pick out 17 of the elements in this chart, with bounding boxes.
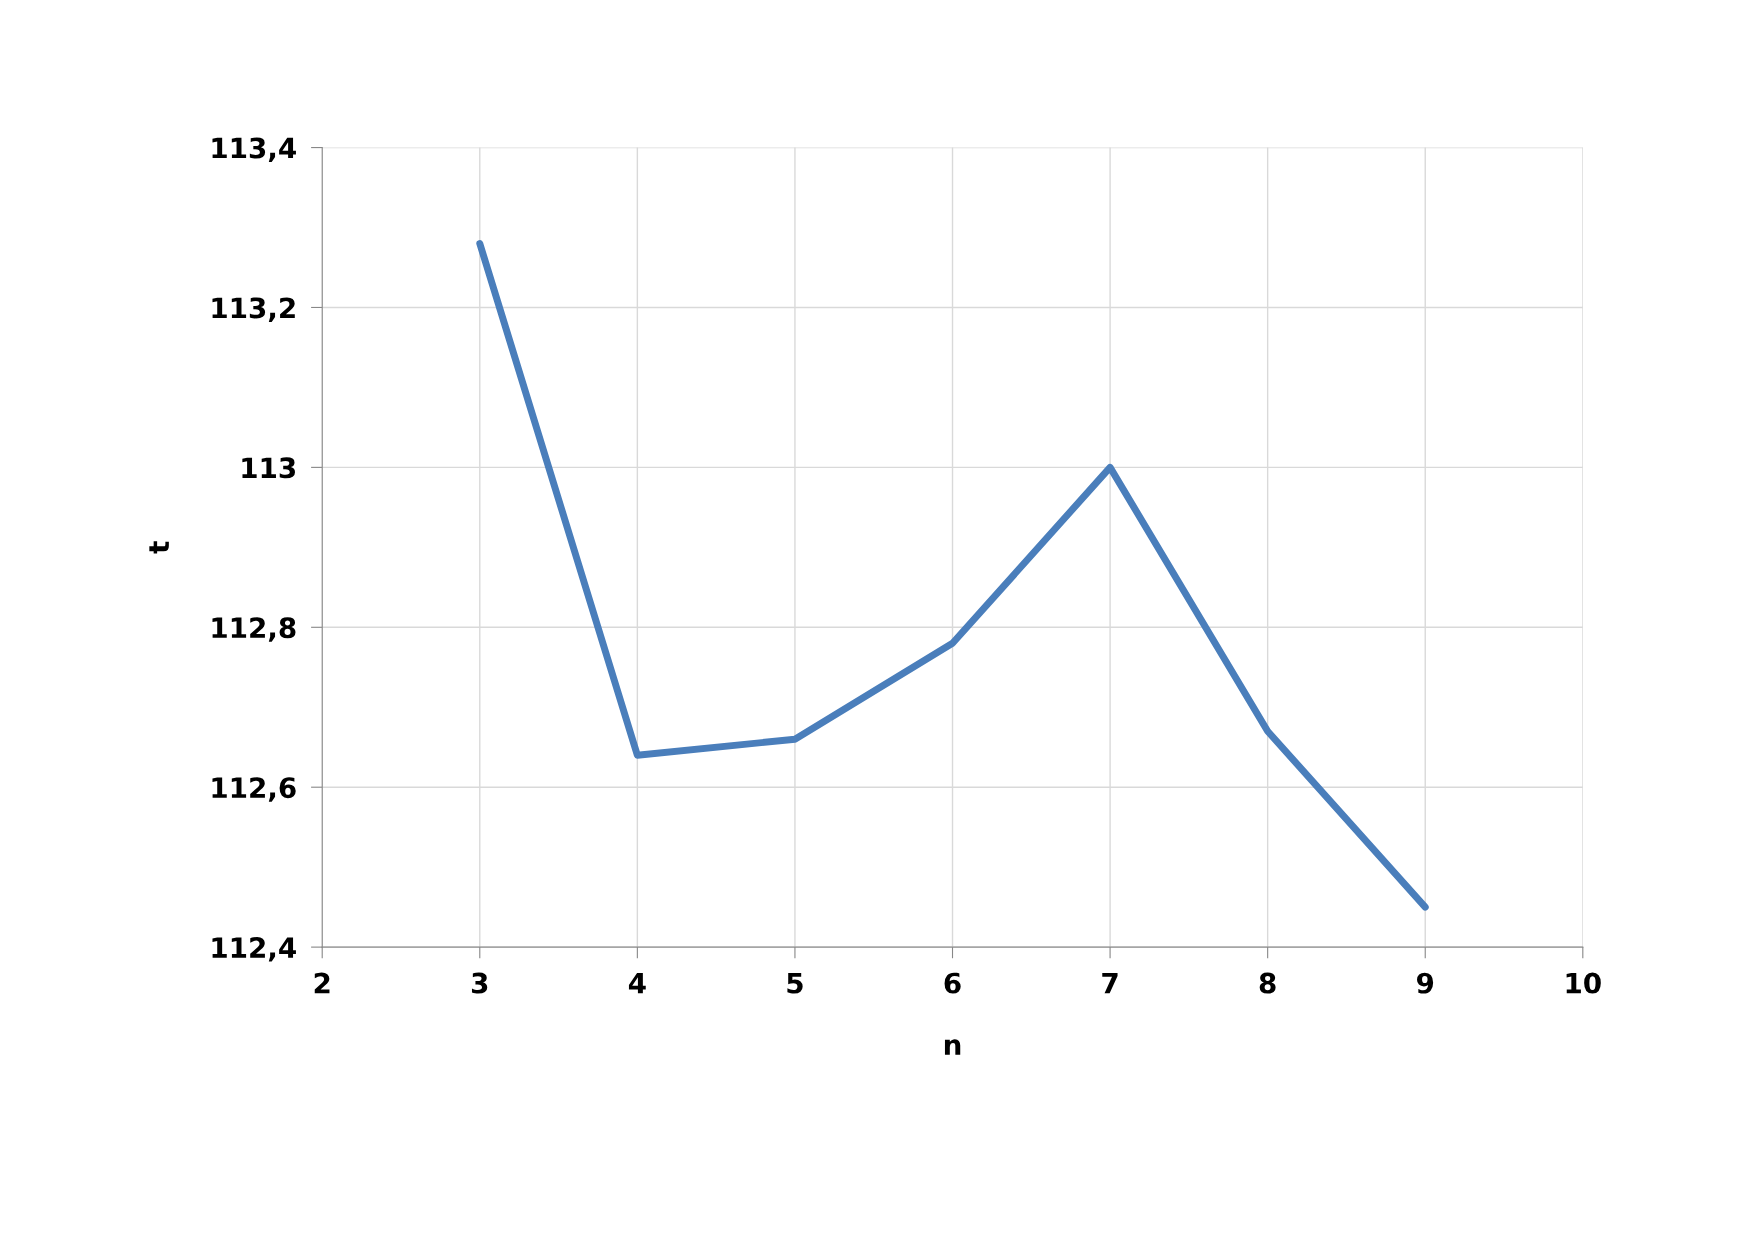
x-tick-label: 2	[314, 972, 330, 994]
y-tick-label: 112,6	[212, 777, 296, 802]
y-axis-title: t	[149, 541, 169, 554]
y-tick-label: 113	[242, 457, 295, 479]
y-tick-label: 113,2	[212, 297, 295, 322]
x-tick-label: 10	[1566, 972, 1601, 994]
x-tick-label: 8	[1259, 972, 1276, 994]
x-tick-label: 7	[1102, 972, 1118, 994]
x-tick-label: 5	[787, 972, 803, 994]
y-tick-label: 112,4	[212, 937, 296, 962]
x-tick-label: 3	[471, 972, 488, 994]
x-tick-label: 6	[944, 972, 961, 994]
y-tick-label: 113,4	[212, 137, 296, 163]
x-axis-title: n	[944, 1039, 961, 1055]
y-tick-label: 112,8	[212, 617, 296, 642]
x-tick-label: 9	[1417, 972, 1434, 994]
x-tick-label: 4	[628, 972, 646, 994]
